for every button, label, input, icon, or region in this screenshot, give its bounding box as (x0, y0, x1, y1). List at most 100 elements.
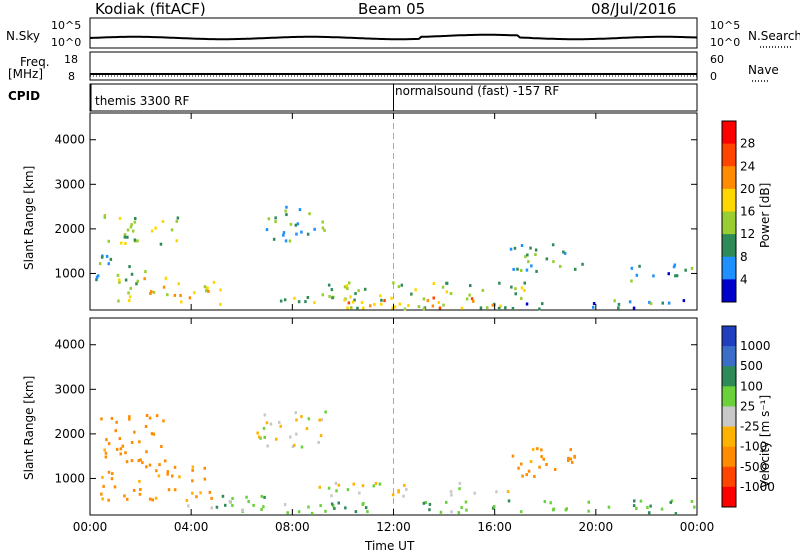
power-cell (520, 244, 524, 247)
velocity-cell (263, 495, 266, 499)
velocity-colorbar-swatch (722, 466, 736, 488)
power-cell (343, 298, 346, 302)
velocity-cell (402, 494, 405, 498)
velocity-cell (520, 510, 523, 514)
power-cell (541, 302, 544, 306)
velocity-cell (310, 511, 314, 515)
velocity-colorbar-tick: 1000 (740, 339, 771, 353)
velocity-cell (121, 444, 125, 448)
velocity-cell (511, 454, 515, 458)
power-cell (150, 229, 154, 233)
velocity-cell (103, 448, 106, 452)
power-cell (469, 284, 472, 288)
power-colorbar-swatch (722, 211, 736, 235)
nave-label: Nave (748, 63, 779, 77)
velocity-cell (422, 501, 426, 505)
power-cell (136, 239, 139, 243)
velocity-cell (633, 499, 636, 503)
velocity-cell (464, 500, 468, 504)
power-cell (321, 293, 324, 297)
power-cell (279, 299, 283, 303)
power-cell (327, 283, 331, 287)
velocity-cell (100, 492, 103, 496)
velocity-cell (646, 506, 649, 509)
velocity-cell (660, 507, 664, 511)
power-cell (523, 289, 526, 292)
power-cell (354, 292, 357, 296)
power-colorbar-swatch (722, 188, 736, 212)
velocity-cell (158, 463, 161, 467)
velocity-cell (690, 499, 694, 503)
velocity-colorbar-swatch (722, 386, 736, 407)
velocity-cell (155, 469, 158, 473)
power-cell (468, 293, 471, 297)
velocity-cell (166, 470, 170, 474)
velocity-cell (552, 507, 556, 511)
velocity-cell (362, 502, 365, 505)
velocity-cell (403, 483, 406, 487)
x-tick-label: 00:00 (680, 520, 715, 534)
velocity-cell (493, 505, 496, 508)
velocity-cell (295, 418, 298, 422)
velocity-cell (141, 461, 144, 465)
power-cell (613, 299, 616, 303)
velocity-cell (231, 497, 234, 500)
power-cell (124, 278, 128, 282)
power-ytick-label: 3000 (54, 177, 85, 191)
power-cell (175, 239, 178, 243)
velocity-cell (300, 445, 304, 449)
velocity-cell (352, 482, 355, 486)
beam-title: Beam 05 (358, 0, 426, 18)
velocity-cell (107, 470, 111, 474)
velocity-cell (130, 459, 134, 463)
power-cell (513, 246, 517, 250)
velocity-cell (337, 501, 340, 505)
power-cell (524, 255, 527, 259)
freq-unit: [MHz] (8, 67, 44, 81)
power-cell (422, 297, 426, 301)
velocity-cell (529, 460, 533, 463)
velocity-cell (195, 495, 198, 499)
velocity-cell (263, 435, 266, 439)
power-cell (126, 228, 130, 232)
velocity-cell (540, 455, 543, 459)
velocity-cell (457, 511, 461, 515)
velocity-ytick-label: 2000 (54, 427, 85, 441)
velocity-cell (507, 499, 511, 503)
velocity-cell (166, 472, 169, 476)
power-cell (630, 279, 633, 283)
velocity-cell (133, 430, 136, 434)
velocity-cell (449, 490, 453, 494)
velocity-cell (648, 511, 651, 515)
velocity-colorbar-frame (721, 325, 737, 508)
velocity-cell (458, 487, 461, 491)
nsearch-tick-top: 10^5 (710, 19, 741, 32)
velocity-cell (291, 445, 295, 448)
power-cell (188, 296, 192, 300)
velocity-cell (138, 440, 141, 444)
power-cell (667, 272, 670, 276)
velocity-cell (318, 418, 321, 422)
power-colorbar-tick: 28 (740, 137, 755, 151)
power-cell (617, 306, 620, 310)
velocity-cell (445, 500, 448, 504)
power-cell (296, 222, 300, 226)
velocity-cell (639, 499, 643, 503)
velocity-cell (115, 420, 118, 424)
velocity-cell (104, 451, 108, 455)
velocity-cell (185, 499, 189, 502)
x-axis-title: Time UT (365, 539, 415, 553)
nsky-label: N.Sky (6, 29, 41, 43)
power-cell (379, 294, 382, 298)
velocity-cell (587, 509, 590, 513)
power-cell (525, 268, 529, 272)
velocity-cell (450, 510, 453, 514)
velocity-cell (538, 465, 541, 469)
power-cell (397, 285, 401, 289)
power-cell (383, 299, 386, 303)
velocity-cell (569, 457, 573, 461)
power-cell (675, 274, 679, 278)
velocity-cell (228, 500, 232, 503)
velocity-cell (148, 463, 152, 467)
